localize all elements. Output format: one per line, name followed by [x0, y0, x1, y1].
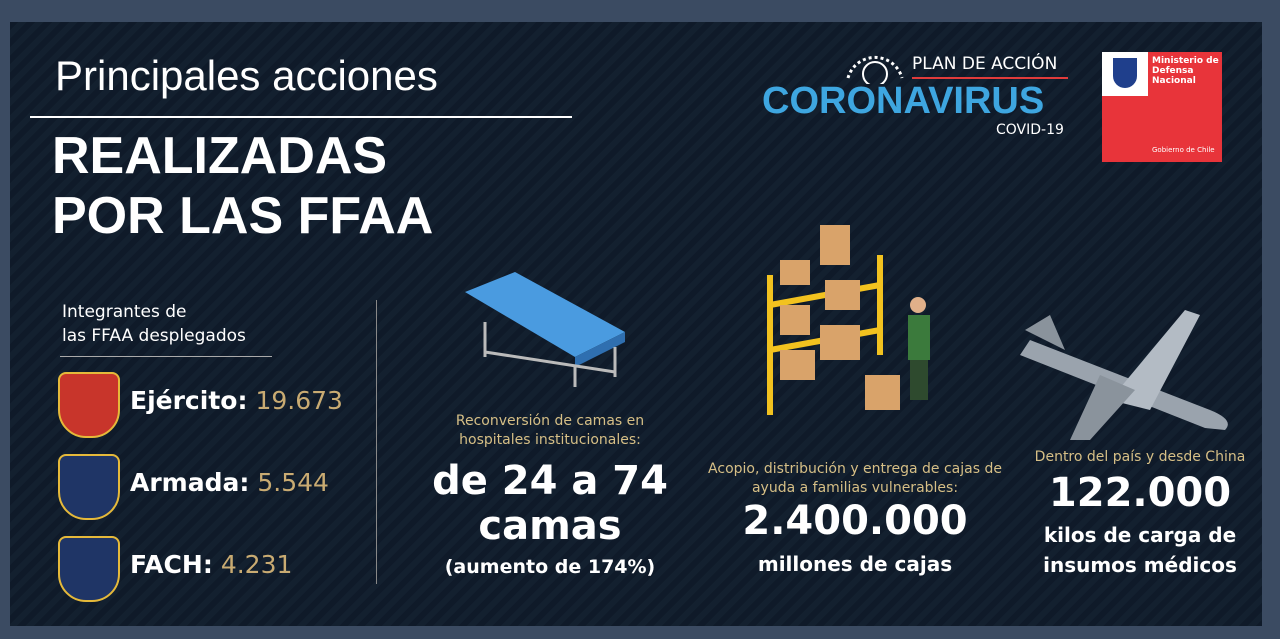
branch-count: 4.231 [220, 550, 293, 579]
logo-plan: PLAN DE ACCIÓN [912, 54, 1058, 74]
branch-name: FACH: [130, 550, 213, 579]
text-line: Ministerio de [1152, 56, 1219, 66]
caption: Reconversión de camas en hospitales insti… [400, 412, 700, 450]
text-line: Integrantes de [62, 302, 187, 322]
emblem [58, 536, 120, 602]
virus-icon [846, 55, 904, 84]
branch-row: Ejército: 19.673 [130, 386, 343, 415]
headline: de 24 a 74 [432, 458, 668, 504]
note: (aumento de 174%) [444, 556, 656, 578]
bed-icon [465, 272, 625, 387]
logo-rule [912, 77, 1068, 79]
rule [60, 356, 272, 357]
text-line: Nacional [1152, 76, 1196, 86]
warehouse-icon [767, 225, 930, 415]
text-line: insumos médicos [1043, 553, 1237, 577]
text-line: ayuda a familias vulnerables: [751, 480, 959, 496]
branch-count: 5.544 [257, 468, 329, 497]
headline: 122.000 [1048, 470, 1232, 516]
text-line: Reconversión de camas en [455, 413, 645, 429]
title: Principales acciones [55, 52, 438, 99]
branch-name: Ejército: [130, 386, 248, 415]
headline-unit: millones de cajas [757, 552, 953, 576]
headline-unit: camas [478, 503, 622, 549]
personnel-heading: Integrantes de las FFAA desplegados [62, 300, 246, 348]
divider [376, 300, 377, 584]
title: POR LAS FFAA [52, 187, 434, 245]
plane-icon [1020, 310, 1228, 440]
branch-count: 19.673 [255, 386, 343, 415]
text-line: kilos de carga de [1043, 523, 1237, 547]
text-line: Acopio, distribución y entrega de cajas … [708, 461, 1002, 477]
text-line: hospitales institucionales: [459, 432, 641, 448]
text-line: las FFAA desplegados [62, 326, 246, 346]
logo-name: CORONAVIRUS [762, 80, 1045, 122]
title: REALIZADAS [52, 127, 388, 185]
emblem [58, 454, 120, 520]
logo-covid: COVID-19 [996, 122, 1064, 138]
emblem [58, 372, 120, 438]
title-rule [30, 116, 572, 118]
branch-name: Armada: [130, 468, 250, 497]
caption: Acopio, distribución y entrega de cajas … [690, 460, 1020, 498]
government: Gobierno de Chile [1152, 146, 1215, 154]
caption: Dentro del país y desde China [1034, 449, 1246, 465]
headline-unit: kilos de carga de insumos médicos [1020, 520, 1260, 580]
text-line: Defensa [1152, 66, 1194, 76]
branch-row: FACH: 4.231 [130, 550, 292, 579]
ministry-logo: Ministerio de Defensa Nacional Gobierno de… [1102, 52, 1222, 162]
shield-area [1102, 52, 1148, 96]
headline: 2.400.000 [742, 498, 968, 544]
branch-row: Armada: 5.544 [130, 468, 329, 497]
ministry-name: Ministerio de Defensa Nacional [1152, 56, 1219, 86]
